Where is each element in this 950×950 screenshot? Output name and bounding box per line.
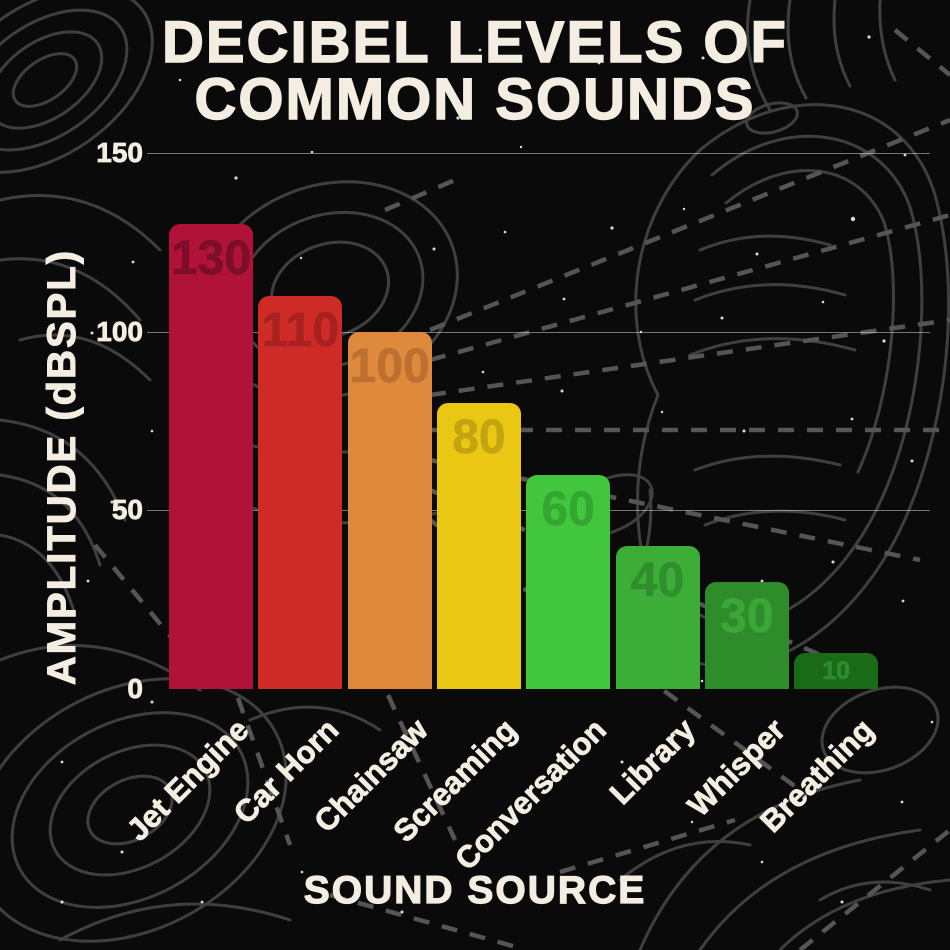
bar-value-breathing: 10	[822, 657, 850, 685]
bar-value-screaming: 80	[452, 411, 506, 464]
bar-whisper: 30	[704, 582, 789, 689]
chart-title-line2: COMMON SOUNDS	[194, 67, 756, 132]
y-tick-50: 50	[111, 494, 143, 526]
bar-value-conversation: 60	[541, 483, 595, 536]
plot-area: 130 110 100 80 60 40 30 10	[147, 153, 930, 689]
bar-value-jet-engine: 130	[170, 232, 252, 285]
y-tick-0: 0	[127, 673, 143, 705]
x-axis-title: SOUND SOURCE	[303, 868, 647, 912]
bar-value-car-horn: 110	[261, 304, 340, 357]
chart-title-line1: DECIBEL LEVELS OF	[161, 10, 788, 75]
bar-value-library: 40	[630, 554, 685, 607]
bar-car-horn: 110	[258, 296, 343, 689]
bar-conversation: 60	[526, 475, 611, 689]
gridline-100	[147, 332, 930, 333]
y-tick-150: 150	[96, 137, 144, 169]
bar-breathing: 10	[794, 653, 879, 689]
bar-value-whisper: 30	[720, 590, 774, 643]
gridline-150	[147, 153, 930, 154]
y-tick-100: 100	[96, 316, 144, 348]
bar-jet-engine: 130	[169, 224, 253, 689]
bar-value-chainsaw: 100	[349, 340, 430, 393]
speckles	[60, 35, 934, 914]
bar-chainsaw: 100	[347, 332, 432, 689]
bar-screaming: 80	[436, 403, 521, 689]
chart-title: DECIBEL LEVELS OF COMMON SOUNDS	[0, 10, 950, 132]
bar-library: 40	[615, 546, 700, 689]
